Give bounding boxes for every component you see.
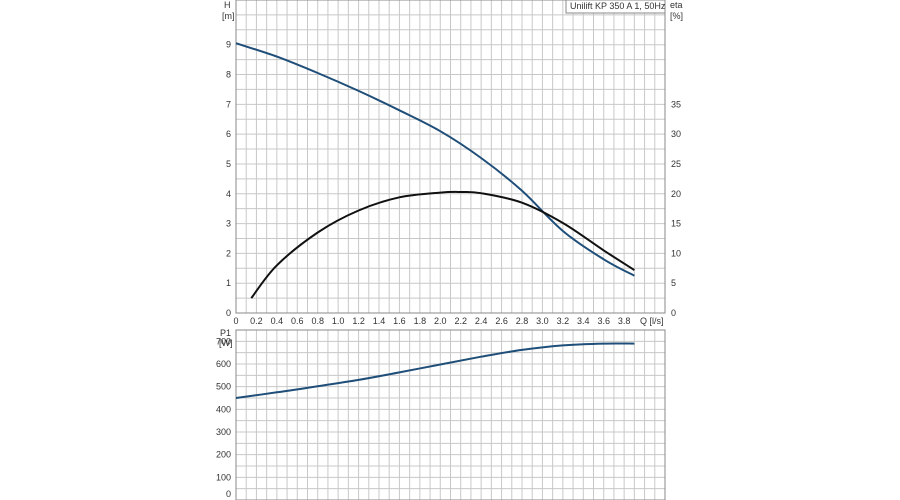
x-tick-label: 2.6 — [495, 316, 508, 326]
power-tick-label: 400 — [216, 404, 231, 414]
x-tick-label: 0.2 — [250, 316, 263, 326]
efficiency-curve — [250, 190, 635, 299]
x-tick-label: 1.2 — [352, 316, 365, 326]
y-left-unit: [m] — [222, 11, 235, 21]
x-axis-label: Q [l/s] — [640, 316, 664, 326]
x-tick-label: 1.8 — [414, 316, 427, 326]
y-left-tick-label: 7 — [226, 99, 231, 109]
power-tick-label: 300 — [216, 427, 231, 437]
chart-title: Unilift KP 350 A 1, 50Hz — [570, 1, 666, 11]
top-grid — [236, 0, 665, 313]
y-right-label: eta — [670, 0, 683, 10]
y-left-tick-label: 9 — [226, 40, 231, 50]
bottom-tick-labels: 0 100 200 300 400 500 600 700 — [216, 336, 231, 499]
y-right-tick-label: 25 — [671, 159, 681, 169]
power-tick-label: 600 — [216, 359, 231, 369]
bottom-plot-frame — [235, 329, 666, 500]
power-tick-label: 700 — [216, 336, 231, 346]
x-tick-label: 3.0 — [536, 316, 549, 326]
y-right-unit: [%] — [670, 11, 683, 21]
x-tick-label: 2.2 — [454, 316, 467, 326]
power-tick-label: 200 — [216, 450, 231, 460]
y-right-tick-label: 30 — [671, 129, 681, 139]
top-plot-frame — [235, 0, 666, 314]
x-tick-label: 3.2 — [557, 316, 570, 326]
y-left-tick-label: 0 — [226, 308, 231, 318]
y-right-tick-label: 0 — [671, 308, 676, 318]
x-tick-label: 1.4 — [373, 316, 386, 326]
head-curve — [235, 42, 635, 277]
y-right-tick-label: 15 — [671, 219, 681, 229]
y-left-tick-label: 6 — [226, 129, 231, 139]
y-left-label: H — [224, 0, 231, 10]
y-left-tick-label: 2 — [226, 248, 231, 258]
power-tick-label: 0 — [226, 489, 231, 499]
x-tick-label: 0 — [233, 316, 238, 326]
y-left-tick-label: 1 — [226, 278, 231, 288]
y-left-tick-label: 8 — [226, 70, 231, 80]
y-left-tick-label: 4 — [226, 189, 231, 199]
bottom-grid — [236, 330, 665, 500]
y-right-tick-label: 20 — [671, 189, 681, 199]
power-curve — [235, 342, 635, 399]
y-left-tick-label: 5 — [226, 159, 231, 169]
x-tick-label: 1.0 — [332, 316, 345, 326]
power-tick-label: 500 — [216, 382, 231, 392]
x-tick-label: 2.8 — [516, 316, 529, 326]
title-box — [565, 0, 666, 14]
power-axis-label: P1 — [220, 328, 231, 338]
bottom-series — [235, 342, 635, 399]
x-tick-label: 3.8 — [618, 316, 631, 326]
y-right-tick-label: 5 — [671, 278, 676, 288]
y-left-tick-label: 3 — [226, 219, 231, 229]
x-tick-label: 2.0 — [434, 316, 447, 326]
power-tick-label: 100 — [216, 472, 231, 482]
top-tick-labels: 0 0.2 0.4 0.6 0.8 1.0 1.2 1.4 1.6 1.8 2.0 2.2 2.4 2.6… — [226, 40, 681, 326]
top-series — [235, 42, 635, 299]
x-tick-label: 0.8 — [311, 316, 324, 326]
x-tick-label: 1.6 — [393, 316, 406, 326]
x-tick-label: 3.6 — [597, 316, 610, 326]
y-right-tick-label: 35 — [671, 99, 681, 109]
x-tick-label: 0.6 — [291, 316, 304, 326]
power-axis-unit: [W] — [219, 338, 233, 348]
x-tick-label: 2.4 — [475, 316, 488, 326]
y-right-tick-label: 10 — [671, 248, 681, 258]
x-tick-label: 3.4 — [577, 316, 590, 326]
x-tick-label: 0.4 — [271, 316, 284, 326]
